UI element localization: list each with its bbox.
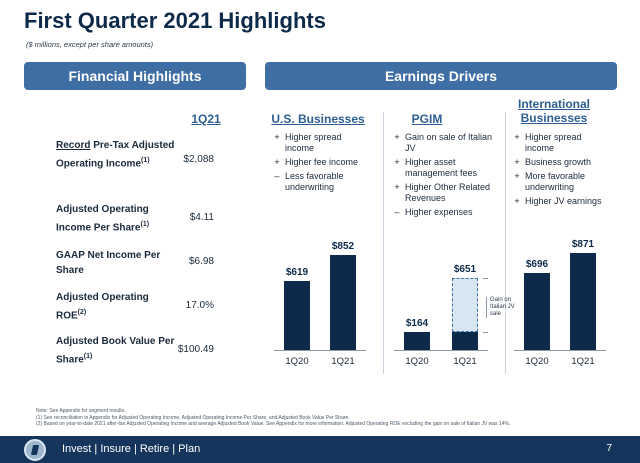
page-number: 7 (606, 443, 612, 454)
bar-1q21 (330, 255, 356, 350)
bar-1q20 (404, 331, 430, 350)
drivers-list-us: + Higher spread income + Higher fee income… (272, 132, 372, 196)
list-item: + Higher Other Related Revenues (394, 182, 491, 203)
segment-header-pgim: PGIM (411, 112, 443, 126)
segment-divider (505, 112, 506, 374)
page-subtitle: ($ millions, except per share amounts) (26, 40, 154, 49)
x-tick-label: 1Q21 (453, 356, 477, 367)
segment-header-us: U.S. Businesses (271, 112, 365, 126)
earnings-drivers-banner: Earnings Drivers (265, 62, 617, 90)
list-item: + Gain on sale of Italian JV (394, 132, 493, 153)
x-tick-label: 1Q21 (571, 356, 595, 367)
fin-value-pretax-income: $2,088 (183, 154, 214, 165)
fin-label-pretax-income: Record Pre-Tax Adjusted Operating Income… (56, 140, 175, 170)
fin-label-book-value: Adjusted Book Value Per Share(1) (56, 336, 175, 366)
record-tag: Record (56, 140, 91, 151)
list-item: + More favorable underwriting (514, 171, 586, 192)
bar-gain-segment (452, 277, 478, 332)
x-tick-label: 1Q20 (405, 356, 429, 367)
fin-label-aoi-per-share: Adjusted Operating Income Per Share(1) (56, 204, 150, 234)
prudential-rock-logo-icon (24, 439, 46, 461)
drivers-list-international: + Higher spread income + Business growth +… (512, 132, 612, 210)
chart-axis (514, 350, 606, 351)
financial-highlights-banner: Financial Highlights (24, 62, 246, 90)
fin-label-roe: Adjusted Operating ROE(2) (56, 292, 149, 322)
footnote: (1) See reconciliation in Appendix for A… (36, 414, 350, 421)
list-item: + Higher spread income (514, 132, 582, 153)
list-item: – Less favorable underwriting (274, 171, 344, 192)
bar-value-label: $164 (405, 317, 429, 329)
bar-value-label: $619 (285, 267, 309, 279)
fin-value-book-value: $100.49 (177, 344, 214, 355)
x-tick-label: 1Q20 (525, 356, 549, 367)
footer-tagline: Invest | Insure | Retire | Plan (62, 443, 201, 455)
fin-value-gaap-net-income: $6.98 (188, 256, 214, 267)
bar-value-label: $871 (571, 239, 595, 251)
fin-label-gaap-net-income: GAAP Net Income Per Share (56, 250, 161, 276)
callout-bracket (483, 277, 488, 279)
footnote: Note: See Appendix for segment results. (36, 408, 126, 414)
callout-bracket (483, 331, 488, 333)
bar-value-label: $651 (453, 263, 477, 275)
footer-bar: Invest | Insure | Retire | Plan 7 (0, 436, 640, 463)
bar-1q20 (524, 272, 550, 350)
list-item: + Business growth (514, 157, 592, 167)
financial-column-header: 1Q21 (191, 112, 221, 126)
bar-value-label: $852 (331, 241, 355, 253)
page-title: First Quarter 2021 Highlights (24, 8, 326, 33)
segment-divider (383, 112, 384, 374)
footnotes: Note: See Appendix for segment results. … (36, 408, 616, 428)
list-item: – Higher expenses (394, 207, 473, 217)
footnote: (2) Based on year-to-date 2021 after-tax… (36, 421, 511, 427)
drivers-list-pgim: + Gain on sale of Italian JV + Higher asse… (392, 132, 504, 221)
chart-axis (394, 350, 488, 351)
bar-1q21 (570, 253, 596, 350)
list-item: + Higher fee income (274, 157, 359, 167)
fin-value-aoi-per-share: $4.11 (189, 212, 214, 223)
bar-value-label: $696 (525, 258, 549, 270)
list-item: + Higher JV earnings (514, 196, 602, 206)
list-item: + Higher spread income (274, 132, 342, 153)
bar-1q20 (284, 281, 310, 350)
fin-value-roe: 17.0% (185, 300, 214, 311)
segment-header-international: International Businesses (517, 97, 590, 125)
chart-axis (274, 350, 366, 351)
x-tick-label: 1Q21 (331, 356, 355, 367)
italian-jv-callout: Gain on Italian JV sale (486, 297, 518, 318)
list-item: + Higher asset management fees (394, 157, 478, 178)
bar-1q21 (452, 331, 478, 350)
x-tick-label: 1Q20 (285, 356, 309, 367)
